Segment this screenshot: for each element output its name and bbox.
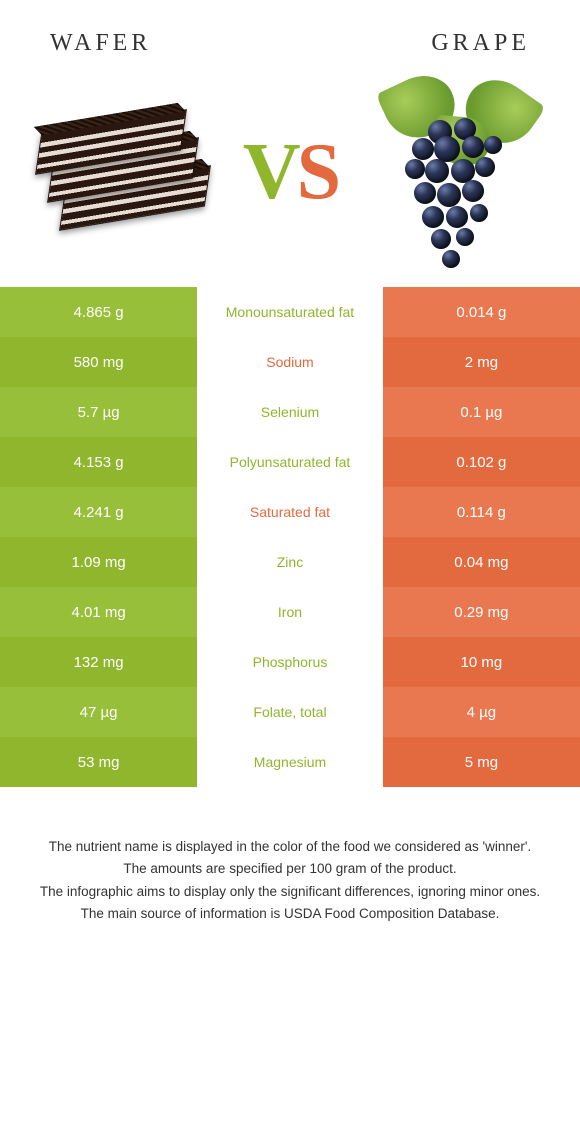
grape-berry [475, 157, 495, 177]
grape-berry [425, 159, 449, 183]
table-row: 4.241 gSaturated fat0.114 g [0, 487, 580, 537]
grape-berry [456, 228, 474, 246]
grape-berry [405, 159, 425, 179]
vs-label: VS [243, 127, 337, 218]
nutrient-label: Phosphorus [197, 637, 383, 687]
table-row: 5.7 µgSelenium0.1 µg [0, 387, 580, 437]
table-row: 53 mgMagnesium5 mg [0, 737, 580, 787]
right-value: 0.102 g [383, 437, 580, 487]
right-value: 4 µg [383, 687, 580, 737]
header: Wafer Grape [0, 0, 580, 67]
left-value: 132 mg [0, 637, 197, 687]
table-row: 580 mgSodium2 mg [0, 337, 580, 387]
grape-berry [414, 182, 436, 204]
left-value: 4.153 g [0, 437, 197, 487]
nutrient-label: Selenium [197, 387, 383, 437]
grape-berry [484, 136, 502, 154]
left-value: 47 µg [0, 687, 197, 737]
left-value: 4.01 mg [0, 587, 197, 637]
nutrient-table: 4.865 gMonounsaturated fat0.014 g580 mgS… [0, 287, 580, 787]
left-food-title: Wafer [50, 30, 151, 57]
grape-berry [431, 229, 451, 249]
grape-berry [446, 206, 468, 228]
left-value: 5.7 µg [0, 387, 197, 437]
grape-berry [470, 204, 488, 222]
table-row: 47 µgFolate, total4 µg [0, 687, 580, 737]
nutrient-label: Sodium [197, 337, 383, 387]
grape-berry [437, 183, 461, 207]
nutrient-label: Folate, total [197, 687, 383, 737]
grape-icon [375, 77, 545, 267]
footer-line: The main source of information is USDA F… [30, 904, 550, 924]
wafer-icon [35, 97, 205, 247]
footer-line: The infographic aims to display only the… [30, 882, 550, 902]
right-food-title: Grape [431, 30, 530, 57]
right-value: 0.1 µg [383, 387, 580, 437]
nutrient-label: Magnesium [197, 737, 383, 787]
nutrient-label: Monounsaturated fat [197, 287, 383, 337]
grape-image [370, 82, 550, 262]
right-value: 10 mg [383, 637, 580, 687]
table-row: 1.09 mgZinc0.04 mg [0, 537, 580, 587]
left-value: 4.241 g [0, 487, 197, 537]
right-value: 2 mg [383, 337, 580, 387]
vs-s: S [297, 128, 338, 216]
nutrient-label: Iron [197, 587, 383, 637]
left-value: 53 mg [0, 737, 197, 787]
grape-berry [442, 250, 460, 268]
right-value: 0.29 mg [383, 587, 580, 637]
footer-line: The amounts are specified per 100 gram o… [30, 859, 550, 879]
grape-berry [462, 136, 484, 158]
grape-berry [462, 180, 484, 202]
hero-section: VS [0, 67, 580, 287]
vs-v: V [243, 128, 297, 216]
table-row: 4.01 mgIron0.29 mg [0, 587, 580, 637]
right-value: 0.04 mg [383, 537, 580, 587]
right-value: 0.014 g [383, 287, 580, 337]
footer-line: The nutrient name is displayed in the co… [30, 837, 550, 857]
grape-berry [422, 206, 444, 228]
nutrient-label: Polyunsaturated fat [197, 437, 383, 487]
table-row: 132 mgPhosphorus10 mg [0, 637, 580, 687]
wafer-image [30, 82, 210, 262]
left-value: 580 mg [0, 337, 197, 387]
right-value: 0.114 g [383, 487, 580, 537]
table-row: 4.153 gPolyunsaturated fat0.102 g [0, 437, 580, 487]
right-value: 5 mg [383, 737, 580, 787]
left-value: 1.09 mg [0, 537, 197, 587]
left-value: 4.865 g [0, 287, 197, 337]
table-row: 4.865 gMonounsaturated fat0.014 g [0, 287, 580, 337]
nutrient-label: Zinc [197, 537, 383, 587]
nutrient-label: Saturated fat [197, 487, 383, 537]
footer-notes: The nutrient name is displayed in the co… [0, 787, 580, 924]
grape-berry [412, 138, 434, 160]
